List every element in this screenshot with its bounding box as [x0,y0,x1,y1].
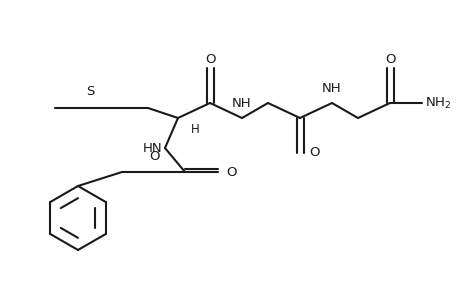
Text: HN: HN [142,142,162,154]
Text: NH: NH [232,97,251,110]
Text: O: O [204,53,215,66]
Text: NH: NH [321,82,341,95]
Text: S: S [86,85,94,98]
Text: O: O [308,146,319,160]
Text: NH$_2$: NH$_2$ [424,95,450,111]
Text: O: O [384,53,394,66]
Text: O: O [150,150,160,163]
Text: O: O [225,166,236,178]
Text: H: H [190,123,199,136]
